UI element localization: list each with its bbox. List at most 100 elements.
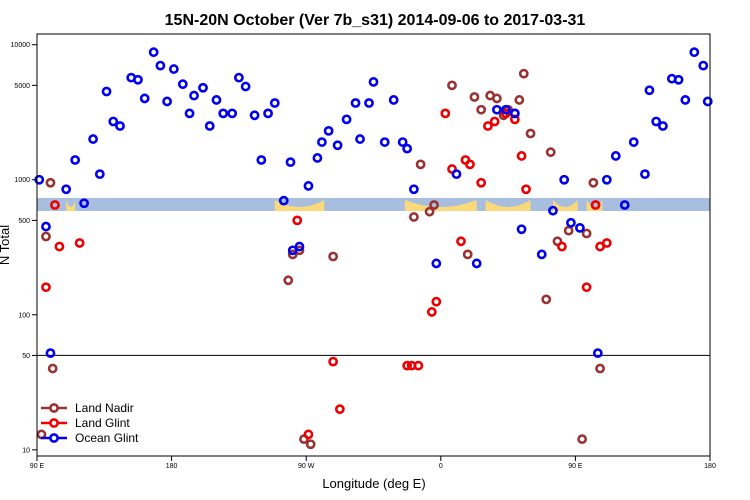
land-segment	[485, 200, 531, 211]
data-point	[491, 93, 502, 104]
y-tick-label: 100	[18, 312, 30, 319]
data-point	[47, 363, 58, 374]
data-point	[45, 177, 56, 188]
data-point	[168, 64, 179, 74]
data-point	[263, 108, 273, 119]
data-point	[491, 104, 502, 115]
data-point	[41, 231, 51, 242]
data-point	[317, 137, 327, 147]
data-point	[355, 134, 365, 144]
x-tick-label: 90 E	[30, 463, 45, 470]
legend-label: Ocean Glint	[75, 431, 139, 445]
data-point	[70, 155, 81, 165]
data-point	[581, 282, 592, 293]
data-point	[303, 181, 314, 191]
data-point	[305, 439, 316, 450]
legend-marker	[49, 418, 59, 428]
data-point	[628, 137, 639, 147]
data-point	[588, 177, 599, 188]
data-point	[198, 82, 208, 93]
x-tick-label: 180	[704, 463, 716, 470]
data-point	[41, 221, 51, 232]
data-point	[525, 128, 536, 139]
data-point	[334, 404, 345, 415]
data-point	[689, 47, 700, 58]
data-point	[619, 200, 630, 210]
y-axis-label: N Total	[0, 225, 12, 265]
data-point	[566, 217, 576, 228]
data-point	[581, 228, 592, 239]
data-point	[451, 169, 462, 180]
data-point	[644, 85, 655, 96]
data-point	[189, 90, 199, 101]
x-axis-label: Longitude (deg E)	[322, 476, 425, 491]
data-point	[368, 77, 379, 87]
data-point	[240, 81, 251, 92]
data-point	[101, 86, 112, 97]
data-point	[516, 151, 527, 161]
data-point	[408, 212, 419, 222]
legend-marker	[49, 403, 59, 413]
data-point	[489, 116, 500, 127]
data-point	[303, 429, 314, 440]
data-point	[673, 74, 684, 85]
data-point	[698, 60, 709, 71]
data-point	[155, 60, 166, 71]
data-point	[610, 151, 621, 161]
data-point	[516, 224, 527, 235]
data-point	[218, 108, 229, 119]
data-point	[429, 200, 439, 210]
data-point	[595, 363, 605, 374]
data-point	[211, 95, 222, 105]
y-tick-label: 50	[22, 353, 30, 360]
data-point	[424, 206, 435, 217]
y-tick-label: 500	[18, 218, 30, 225]
data-point	[431, 296, 442, 307]
data-point	[415, 159, 426, 170]
data-point	[518, 68, 529, 79]
data-point	[462, 249, 473, 260]
data-point	[465, 159, 475, 170]
data-point	[45, 348, 56, 359]
data-point	[108, 116, 119, 127]
data-point	[379, 137, 390, 147]
land-segment	[552, 200, 578, 211]
data-point	[50, 200, 60, 210]
data-point	[702, 96, 713, 107]
data-point	[469, 92, 480, 102]
x-tick-label: 0	[439, 463, 443, 470]
data-point	[328, 251, 339, 262]
data-point	[476, 177, 487, 188]
data-point	[54, 241, 65, 252]
data-point	[184, 108, 195, 119]
data-point	[115, 121, 125, 131]
data-point	[413, 360, 424, 371]
data-point	[323, 125, 334, 136]
data-point	[162, 96, 173, 107]
data-point	[592, 348, 603, 359]
data-point	[364, 98, 374, 108]
data-point	[500, 104, 511, 115]
data-point	[521, 184, 531, 195]
data-point	[292, 215, 303, 226]
data-point	[426, 307, 437, 317]
data-point	[590, 200, 601, 210]
data-point	[341, 114, 352, 125]
data-point	[509, 108, 520, 119]
data-point	[88, 134, 98, 144]
data-point	[548, 205, 558, 216]
data-point	[133, 74, 143, 85]
chart-title: 15N-20N October (Ver 7b_s31) 2014-09-06 …	[165, 12, 586, 29]
data-point	[601, 174, 612, 185]
data-point	[651, 116, 662, 127]
data-point	[256, 155, 267, 165]
data-point	[640, 169, 650, 180]
data-point	[388, 95, 399, 105]
data-point	[148, 47, 159, 58]
data-point	[294, 241, 305, 252]
data-point	[483, 121, 493, 131]
y-axis: 10 50 100 500 1000 5000 10000	[11, 42, 37, 454]
data-point	[350, 98, 361, 108]
